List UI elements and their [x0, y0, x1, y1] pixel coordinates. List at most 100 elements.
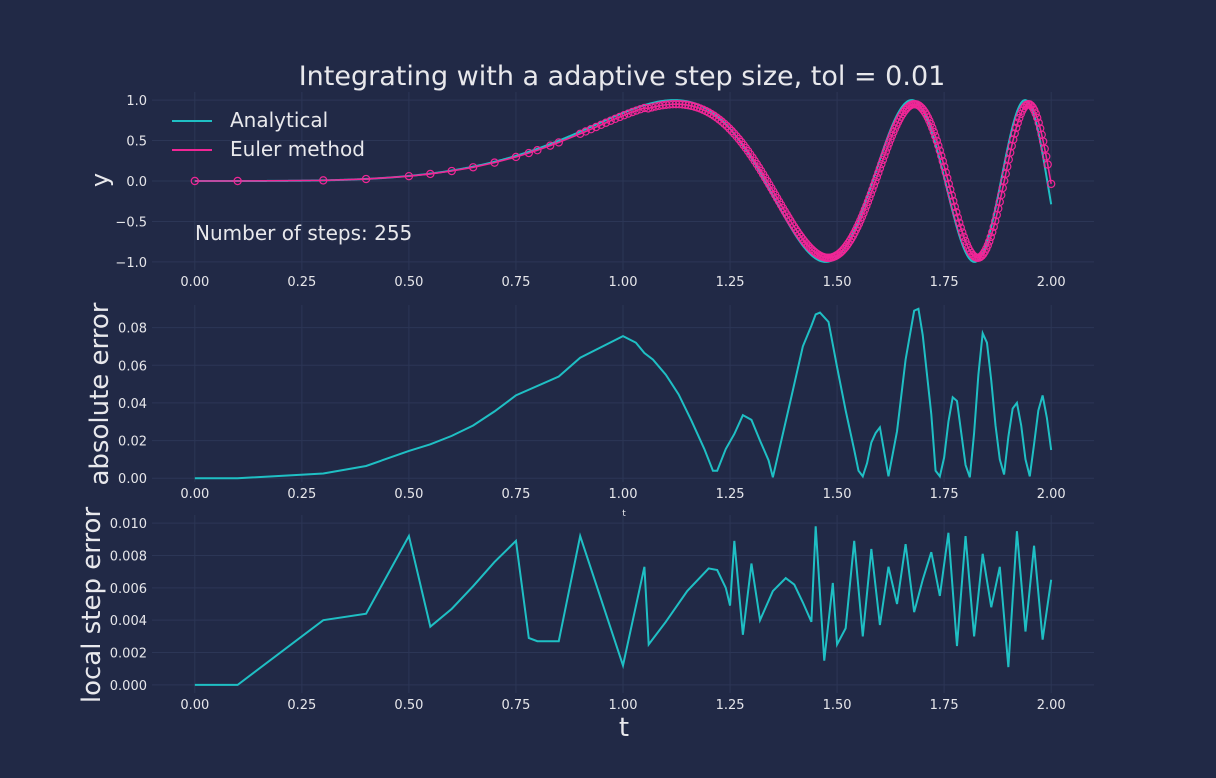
euler-step-marker [956, 223, 965, 232]
euler-step-marker [872, 172, 882, 182]
solution-ytick-label: 0.5 [126, 135, 147, 150]
euler-step-marker [511, 152, 521, 162]
euler-step-marker [1036, 124, 1045, 133]
euler-step-marker [190, 176, 200, 186]
local-step-error-xtick-label: 0.50 [394, 698, 423, 713]
euler-step-marker [546, 141, 555, 150]
solution-xtick-label: 1.00 [609, 275, 638, 290]
euler-step-marker [860, 205, 870, 214]
euler-step-marker [1043, 160, 1052, 169]
euler-step-marker [926, 119, 936, 129]
absolute-error-xtick-label: 2.00 [1037, 487, 1066, 502]
local-step-error-ytick-label: 0.010 [110, 517, 147, 532]
absolute-error-line [194, 307, 1053, 480]
euler-step-marker [868, 185, 877, 194]
euler-step-marker [959, 232, 968, 241]
euler-step-marker [869, 181, 879, 190]
absolute-error-ytick-label: 0.06 [118, 359, 147, 374]
absolute-error-ytick-label: 0.02 [118, 435, 147, 450]
absolute-error-xtick-label: 1.50 [823, 487, 852, 502]
euler-step-marker [1015, 113, 1024, 123]
euler-step-marker [880, 151, 889, 160]
euler-step-marker [447, 166, 456, 176]
euler-step-marker [725, 124, 734, 133]
euler-step-marker [715, 115, 724, 124]
euler-step-marker [533, 146, 542, 155]
euler-step-marker [886, 135, 895, 144]
euler-step-marker [601, 118, 611, 127]
euler-step-marker [865, 193, 874, 203]
euler-step-marker [1046, 179, 1056, 189]
local-step-error-xtick-label: 1.50 [823, 698, 852, 713]
local-step-error-ytick-label: 0.002 [110, 647, 147, 662]
panel-solution-xticks: 0.00 0.25 0.50 0.75 1.00 1.25 1.50 1.75 2.00 [180, 275, 1065, 290]
euler-step-marker [732, 132, 741, 141]
euler-step-marker [874, 168, 883, 177]
local-step-error-ytick-label: 0.000 [110, 679, 147, 694]
euler-step-marker [958, 228, 967, 237]
euler-step-marker [668, 100, 678, 109]
euler-step-marker [665, 100, 674, 109]
euler-step-marker [624, 109, 633, 118]
euler-step-marker [575, 129, 585, 138]
euler-step-marker [989, 222, 998, 231]
euler-step-marker [878, 155, 888, 165]
solution-ytick-label: −1.0 [115, 256, 147, 271]
euler-step-marker [717, 117, 727, 126]
absolute-error-ytick-label: 0.00 [118, 472, 147, 487]
absolute-error-xtick-label: 1.75 [930, 487, 959, 502]
euler-step-marker [1009, 135, 1018, 144]
euler-step-marker [875, 164, 885, 173]
euler-step-marker [929, 127, 939, 137]
euler-step-marker [319, 176, 328, 185]
local-step-error-axis-label: local step error [77, 507, 107, 704]
euler-step-marker [985, 237, 994, 246]
euler-step-marker [490, 158, 499, 167]
euler-step-marker [1013, 118, 1022, 127]
euler-step-marker [729, 129, 739, 138]
euler-step-marker [1042, 152, 1051, 161]
euler-step-marker [988, 227, 997, 237]
euler-step-marker [426, 169, 435, 179]
local-step-error-xtick-label: 2.00 [1037, 698, 1066, 713]
euler-step-marker [675, 99, 684, 109]
solution-xtick-label: 0.50 [394, 275, 423, 290]
euler-step-marker [1012, 123, 1021, 133]
solution-xtick-label: 0.25 [287, 275, 316, 290]
solution-ytick-label: 0.0 [126, 175, 147, 190]
solution-xtick-label: 0.75 [501, 275, 530, 290]
euler-step-marker [941, 168, 951, 177]
absolute-error-ytick-label: 0.04 [118, 397, 147, 412]
solution-xtick-label: 1.50 [823, 275, 852, 290]
euler-step-marker [859, 209, 868, 218]
euler-step-marker [955, 218, 964, 227]
euler-markers [190, 99, 1056, 263]
euler-step-marker [404, 171, 414, 181]
solution-ytick-label: −0.5 [115, 215, 147, 230]
local-step-error-xtick-label: 1.75 [930, 698, 959, 713]
euler-step-marker [678, 100, 687, 109]
euler-step-marker [628, 107, 637, 117]
euler-step-marker [712, 113, 721, 122]
euler-step-marker [983, 241, 992, 250]
panel-absolute-error-yticks: 0.08 0.06 0.04 0.02 0.00 [118, 322, 147, 488]
absolute-error-xtick-label: 0.25 [287, 487, 316, 502]
local-step-error-xtick-label: 1.00 [609, 698, 638, 713]
euler-step-marker [944, 179, 954, 189]
euler-step-marker [949, 196, 958, 206]
euler-step-marker [935, 146, 945, 155]
euler-step-marker [943, 173, 952, 183]
legend: Analytical Euler method [172, 108, 365, 161]
legend-analytical-label: Analytical [230, 108, 328, 132]
solution-ytick-label: 1.0 [126, 94, 147, 109]
euler-step-marker [884, 139, 894, 148]
absolute-error-axis-label: absolute error [85, 302, 115, 485]
absolute-error-xtick-label: 0.50 [394, 487, 423, 502]
euler-step-marker [866, 189, 876, 199]
euler-step-marker [991, 216, 1000, 226]
euler-step-marker [611, 114, 620, 124]
solution-xtick-label: 1.25 [716, 275, 745, 290]
euler-step-marker [934, 141, 943, 150]
euler-step-marker [615, 112, 624, 122]
